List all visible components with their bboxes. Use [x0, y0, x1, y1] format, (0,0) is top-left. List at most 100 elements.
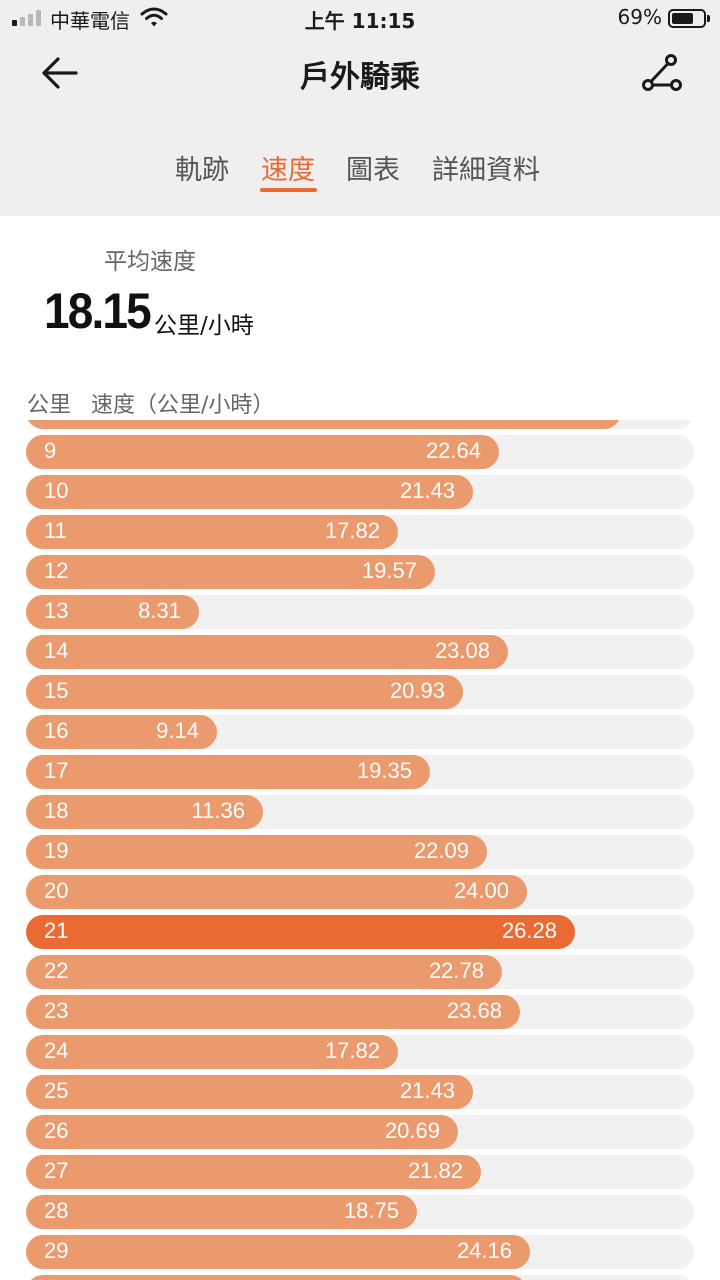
km-label: 14 [44, 638, 69, 663]
tab-details[interactable]: 詳細資料 [432, 155, 540, 186]
battery-icon [668, 9, 710, 28]
speed-bar [26, 420, 621, 429]
speed-value: 23.08 [434, 638, 490, 663]
km-label: 26 [44, 1118, 69, 1143]
list-item[interactable]: 29 24.16 [26, 1235, 694, 1269]
average-speed-unit: 公里/小時 [154, 313, 254, 339]
list-item[interactable]: 12 19.57 [26, 555, 694, 589]
tab-bar: 軌跡 速度 圖表 詳細資料 [0, 148, 720, 198]
list-item[interactable]: 17 19.35 [26, 755, 694, 789]
speed-value: 19.57 [361, 558, 417, 583]
km-label: 29 [44, 1238, 69, 1263]
speed-bar [26, 1195, 417, 1229]
status-bar: 中華電信 上午 11:15 69% [0, 0, 720, 36]
list-item[interactable]: 26 20.69 [26, 1115, 694, 1149]
km-label: 15 [44, 678, 69, 703]
speed-value: 22.78 [428, 958, 484, 983]
km-label: 27 [44, 1158, 69, 1183]
speed-bar [26, 1075, 473, 1109]
km-label: 18 [44, 798, 69, 823]
speed-bar [26, 875, 527, 909]
speed-value: 9.14 [156, 718, 199, 743]
speed-value: 22.09 [413, 838, 469, 863]
km-label: 21 [44, 918, 69, 943]
km-label: 24 [44, 1038, 69, 1063]
speed-bar [26, 515, 398, 549]
speed-list[interactable]: 9 22.64 10 21.43 11 17.82 12 19.57 13 8.31 14 23.08… [0, 420, 720, 1280]
speed-value: 22.64 [425, 438, 481, 463]
speed-bar [26, 1035, 398, 1069]
speed-bar [26, 835, 487, 869]
km-label: 10 [44, 478, 69, 503]
list-item[interactable] [26, 420, 694, 429]
tab-chart[interactable]: 圖表 [346, 155, 400, 186]
speed-bar [26, 1235, 530, 1269]
km-label: 19 [44, 838, 69, 863]
speed-bar [26, 435, 499, 469]
speed-bar-max [26, 915, 575, 949]
tab-track[interactable]: 軌跡 [175, 155, 229, 186]
header-area: 中華電信 上午 11:15 69% 戶外騎乘 軌跡 速度 圖表 詳細資料 [0, 0, 720, 216]
list-item[interactable]: 28 18.75 [26, 1195, 694, 1229]
speed-bar [26, 595, 199, 629]
speed-value: 20.93 [389, 678, 445, 703]
km-label: 20 [44, 878, 69, 903]
carrier-name: 中華電信 [50, 9, 130, 33]
battery-percent: 69% [617, 5, 662, 29]
page-title: 戶外騎乘 [300, 60, 420, 95]
back-arrow-icon[interactable] [36, 50, 82, 96]
speed-value: 18.75 [343, 1198, 399, 1223]
speed-bar [26, 1155, 481, 1189]
list-item[interactable]: 27 21.82 [26, 1155, 694, 1189]
average-speed-label: 平均速度 [104, 249, 196, 275]
speed-bar [26, 955, 502, 989]
speed-bar [26, 995, 520, 1029]
list-item[interactable]: 20 24.00 [26, 875, 694, 909]
speed-bar [26, 755, 430, 789]
speed-value: 21.43 [399, 478, 455, 503]
column-header: 公里 速度（公里/小時） [27, 387, 274, 419]
speed-bar [26, 1275, 527, 1280]
list-item[interactable]: 23 23.68 [26, 995, 694, 1029]
km-label: 12 [44, 558, 69, 583]
list-item[interactable]: 25 21.43 [26, 1075, 694, 1109]
speed-value: 8.31 [138, 598, 181, 623]
list-item[interactable]: 14 23.08 [26, 635, 694, 669]
speed-value: 20.69 [384, 1118, 440, 1143]
speed-bar [26, 795, 263, 829]
list-item[interactable]: 9 22.64 [26, 435, 694, 469]
speed-value: 17.82 [324, 1038, 380, 1063]
km-label: 11 [44, 518, 67, 543]
tab-speed[interactable]: 速度 [261, 155, 315, 186]
list-item[interactable]: 11 17.82 [26, 515, 694, 549]
km-label: 23 [44, 998, 69, 1023]
list-item[interactable]: 24 17.82 [26, 1035, 694, 1069]
speed-bar [26, 675, 463, 709]
speed-bar [26, 555, 435, 589]
list-item[interactable]: 15 20.93 [26, 675, 694, 709]
speed-bar [26, 475, 473, 509]
list-item[interactable]: 16 9.14 [26, 715, 694, 749]
list-item[interactable]: 13 8.31 [26, 595, 694, 629]
column-speed: 速度（公里/小時） [91, 393, 275, 418]
speed-bar [26, 635, 508, 669]
speed-value: 21.43 [399, 1078, 455, 1103]
list-item[interactable]: 22 22.78 [26, 955, 694, 989]
signal-icon [12, 10, 44, 26]
speed-bar [26, 1115, 458, 1149]
km-label: 25 [44, 1078, 69, 1103]
list-item[interactable]: 10 21.43 [26, 475, 694, 509]
list-item[interactable]: 19 22.09 [26, 835, 694, 869]
route-icon[interactable] [640, 52, 684, 96]
tab-active-indicator [260, 188, 317, 192]
speed-value: 11.36 [191, 798, 245, 823]
speed-value: 21.82 [407, 1158, 463, 1183]
km-label: 16 [44, 718, 69, 743]
list-item[interactable]: 18 11.36 [26, 795, 694, 829]
speed-value: 23.68 [446, 998, 502, 1023]
km-label: 17 [44, 758, 69, 783]
column-km: 公里 [27, 393, 72, 418]
list-item[interactable] [26, 1275, 694, 1280]
list-item[interactable]: 21 26.28 [26, 915, 694, 949]
km-label: 13 [44, 598, 69, 623]
